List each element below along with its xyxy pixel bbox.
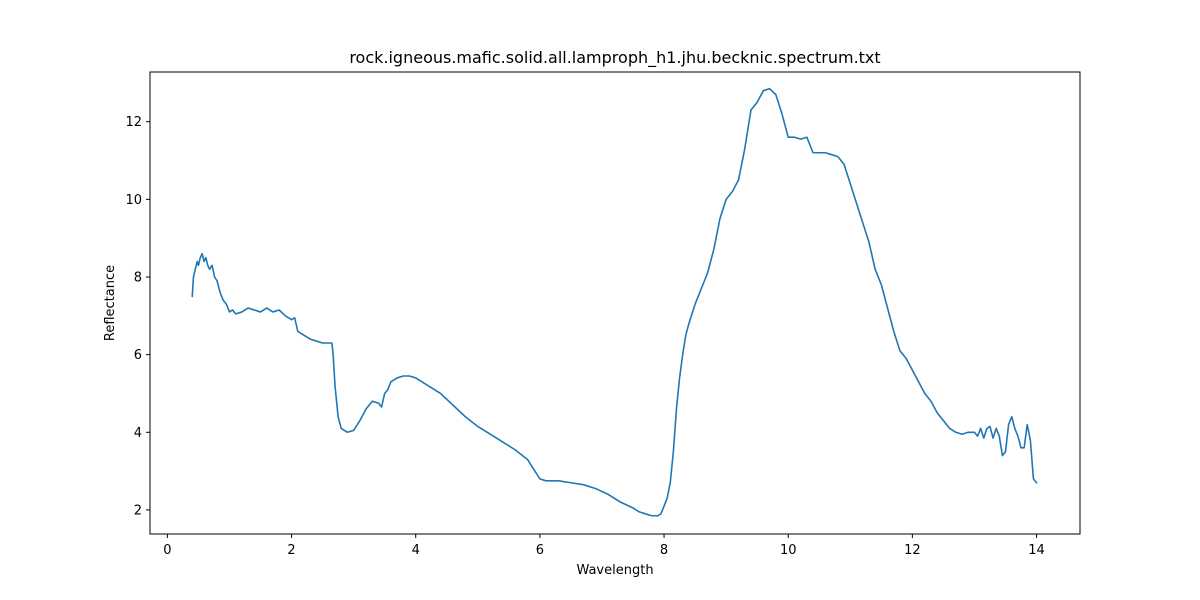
- y-tick-label: 4: [134, 426, 142, 441]
- plot-frame: [149, 71, 1081, 535]
- y-axis-label: Reflectance: [103, 265, 118, 341]
- y-axis-ticks: 2 4 6 8 10 12: [125, 115, 150, 518]
- x-axis-ticks: 0 2 4 6 8 10 12 14: [163, 534, 1045, 558]
- x-tick-label: 4: [412, 543, 420, 558]
- x-axis-label: Wavelength: [576, 563, 653, 578]
- plot-area: [150, 72, 1080, 534]
- x-tick-label: 10: [780, 543, 797, 558]
- y-tick-label: 6: [134, 348, 142, 363]
- x-tick-label: 8: [660, 543, 668, 558]
- x-tick-label: 2: [287, 543, 295, 558]
- reflectance-series-line: [191, 87, 1038, 517]
- x-tick-label: 12: [904, 543, 921, 558]
- y-tick-label: 12: [125, 115, 142, 130]
- x-tick-label: 14: [1028, 543, 1045, 558]
- chart-title: rock.igneous.mafic.solid.all.lamproph_h1…: [349, 48, 880, 68]
- x-tick-label: 0: [163, 543, 171, 558]
- y-tick-label: 2: [134, 503, 142, 518]
- y-tick-label: 8: [134, 270, 142, 285]
- y-tick-label: 10: [125, 193, 142, 208]
- x-tick-label: 6: [536, 543, 544, 558]
